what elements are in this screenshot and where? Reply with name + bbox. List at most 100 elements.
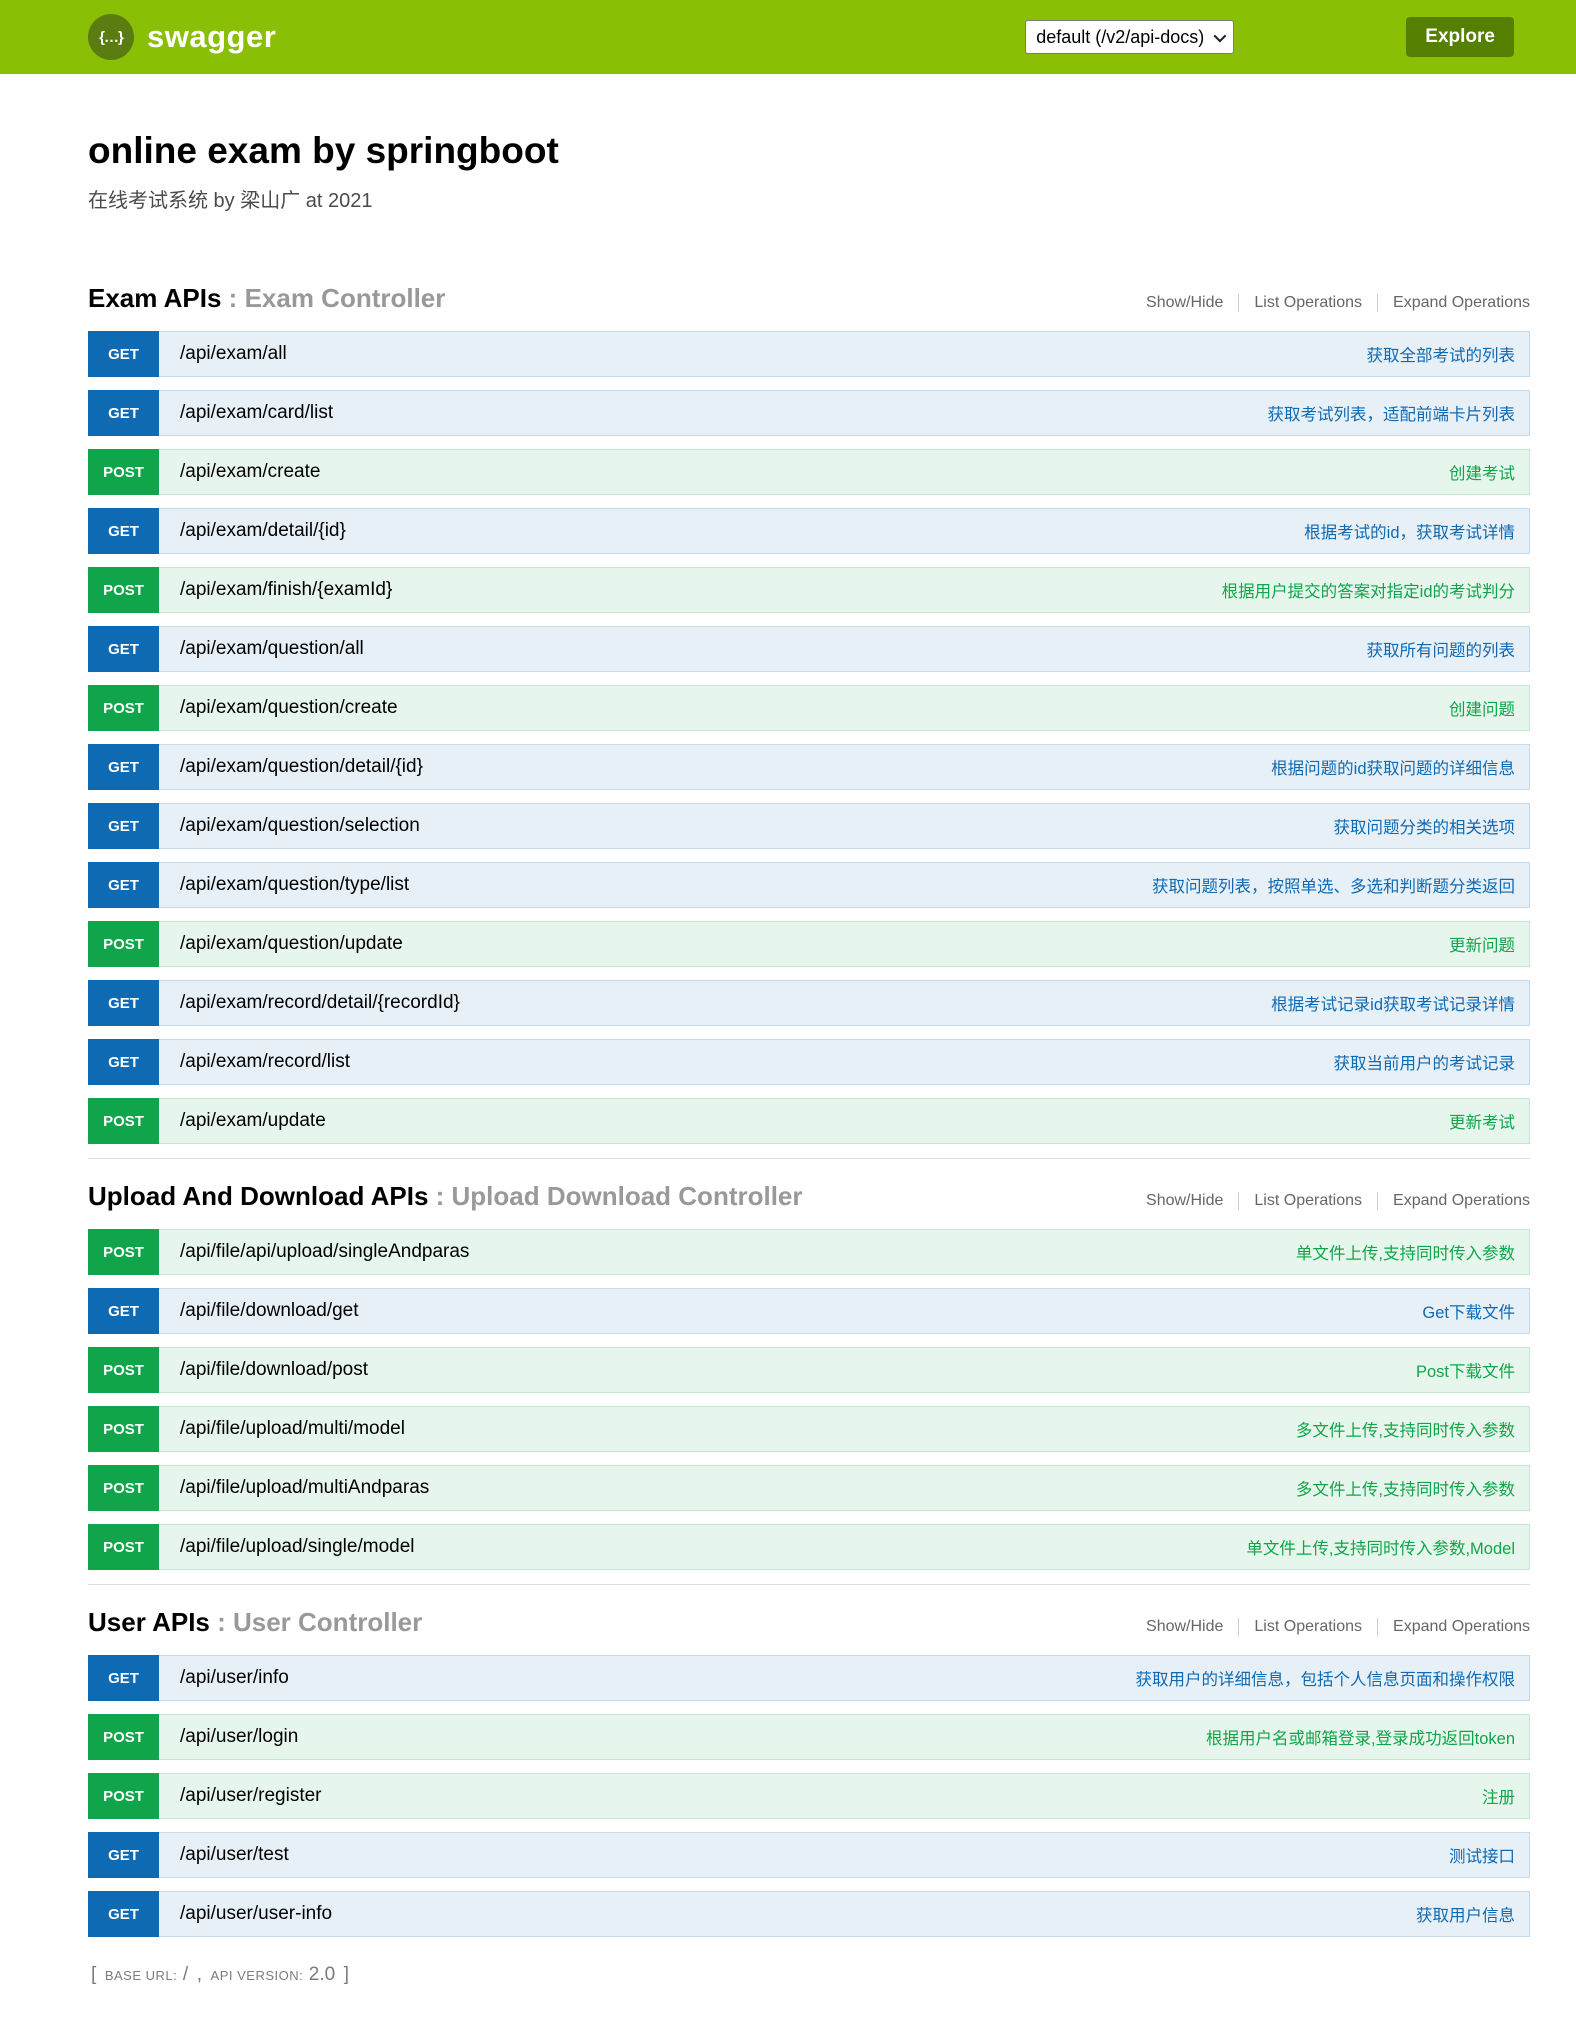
endpoint-row[interactable]: POST /api/file/api/upload/singleAndparas… <box>88 1229 1530 1275</box>
endpoint-path[interactable]: /api/exam/question/type/list <box>180 874 410 895</box>
endpoint-description[interactable]: 获取所有问题的列表 <box>1366 642 1516 660</box>
endpoint-row[interactable]: POST /api/user/register 注册 <box>88 1773 1530 1819</box>
section-control-link[interactable]: List Operations <box>1238 1192 1377 1210</box>
endpoint-description[interactable]: 测试接口 <box>1449 1848 1515 1866</box>
endpoint-description[interactable]: 创建考试 <box>1449 465 1515 483</box>
endpoint-row[interactable]: GET /api/exam/question/detail/{id} 根据问题的… <box>88 744 1530 790</box>
section-name[interactable]: User APIs <box>88 1607 210 1637</box>
endpoint-row[interactable]: POST /api/exam/create 创建考试 <box>88 449 1530 495</box>
endpoint-row[interactable]: POST /api/file/download/post Post下载文件 <box>88 1347 1530 1393</box>
endpoint-description[interactable]: 多文件上传,支持同时传入参数 <box>1295 1481 1515 1499</box>
endpoint-path[interactable]: /api/exam/all <box>180 343 287 364</box>
endpoint-row[interactable]: POST /api/file/upload/multi/model 多文件上传,… <box>88 1406 1530 1452</box>
endpoint-row[interactable]: GET /api/exam/question/type/list 获取问题列表，… <box>88 862 1530 908</box>
section-colon: : <box>428 1181 452 1211</box>
endpoint-description[interactable]: 根据用户名或邮箱登录,登录成功返回token <box>1206 1730 1515 1748</box>
endpoint-path[interactable]: /api/user/user-info <box>180 1903 333 1924</box>
endpoint-path[interactable]: /api/file/upload/single/model <box>180 1536 415 1557</box>
endpoint-path[interactable]: /api/user/test <box>180 1844 289 1865</box>
section-control-link[interactable]: Expand Operations <box>1377 1618 1530 1636</box>
endpoint-description[interactable]: 根据考试记录id获取考试记录详情 <box>1271 996 1515 1014</box>
endpoint-path[interactable]: /api/exam/update <box>180 1110 326 1131</box>
endpoint-description[interactable]: 获取问题列表，按照单选、多选和判断题分类返回 <box>1152 878 1515 896</box>
section-controls: Show/Hide List Operations Expand Operation… <box>1131 1618 1530 1636</box>
section-name[interactable]: Exam APIs <box>88 283 222 313</box>
section-control-link[interactable]: Expand Operations <box>1377 1192 1530 1210</box>
endpoint-path[interactable]: /api/exam/question/update <box>180 933 403 954</box>
endpoint-row[interactable]: GET /api/user/user-info 获取用户信息 <box>88 1891 1530 1937</box>
endpoint-row[interactable]: POST /api/exam/question/create 创建问题 <box>88 685 1530 731</box>
endpoint-row[interactable]: POST /api/exam/question/update 更新问题 <box>88 921 1530 967</box>
endpoint-row[interactable]: GET /api/user/info 获取用户的详细信息，包括个人信息页面和操作… <box>88 1655 1530 1701</box>
endpoint-description[interactable]: 获取用户信息 <box>1416 1907 1515 1925</box>
page-subtitle: 在线考试系统 by 梁山广 at 2021 <box>88 190 373 212</box>
endpoint-description[interactable]: 根据考试的id，获取考试详情 <box>1304 524 1515 542</box>
section-control-link[interactable]: Expand Operations <box>1377 294 1530 312</box>
endpoint-description[interactable]: 更新考试 <box>1449 1114 1515 1132</box>
endpoint-path[interactable]: /api/user/info <box>180 1667 289 1688</box>
endpoint-path[interactable]: /api/exam/create <box>180 461 321 482</box>
endpoint-path[interactable]: /api/exam/question/create <box>180 697 398 718</box>
method-badge: POST <box>88 1714 159 1760</box>
endpoint-path[interactable]: /api/user/register <box>180 1785 322 1806</box>
endpoint-path[interactable]: /api/exam/card/list <box>180 402 334 423</box>
endpoint-description[interactable]: 单文件上传,支持同时传入参数 <box>1295 1245 1515 1263</box>
endpoint-description[interactable]: 获取问题分类的相关选项 <box>1333 819 1516 837</box>
endpoint-row[interactable]: POST /api/exam/update 更新考试 <box>88 1098 1530 1144</box>
endpoint-path[interactable]: /api/file/download/post <box>180 1359 369 1380</box>
section-heading: Upload And Download APIs : Upload Downlo… <box>88 1181 1530 1212</box>
explore-button[interactable]: Explore <box>1406 17 1514 57</box>
endpoint-row[interactable]: GET /api/exam/record/list 获取当前用户的考试记录 <box>88 1039 1530 1085</box>
endpoint-row[interactable]: GET /api/exam/question/selection 获取问题分类的… <box>88 803 1530 849</box>
endpoint-row[interactable]: GET /api/exam/record/detail/{recordId} 根… <box>88 980 1530 1026</box>
footer-bracket-open: [ <box>91 1964 97 1985</box>
endpoint-path[interactable]: /api/exam/detail/{id} <box>180 520 346 541</box>
endpoint-path[interactable]: /api/exam/record/detail/{recordId} <box>180 992 460 1013</box>
endpoint-description[interactable]: 获取考试列表，适配前端卡片列表 <box>1267 406 1516 424</box>
endpoint-row[interactable]: GET /api/exam/card/list 获取考试列表，适配前端卡片列表 <box>88 390 1530 436</box>
method-badge: POST <box>88 1229 159 1275</box>
endpoint-row[interactable]: GET /api/user/test 测试接口 <box>88 1832 1530 1878</box>
endpoint-description[interactable]: 单文件上传,支持同时传入参数,Model <box>1246 1540 1515 1558</box>
section-control-link[interactable]: Show/Hide <box>1146 294 1224 311</box>
endpoint-description[interactable]: 创建问题 <box>1449 701 1515 719</box>
endpoint-description[interactable]: 根据问题的id获取问题的详细信息 <box>1271 760 1515 778</box>
section-control-link[interactable]: Show/Hide <box>1146 1618 1224 1635</box>
endpoint-row[interactable]: POST /api/user/login 根据用户名或邮箱登录,登录成功返回to… <box>88 1714 1530 1760</box>
endpoint-row[interactable]: GET /api/exam/question/all 获取所有问题的列表 <box>88 626 1530 672</box>
method-badge: GET <box>88 390 159 436</box>
endpoint-description[interactable]: 获取全部考试的列表 <box>1366 347 1516 365</box>
endpoint-path[interactable]: /api/exam/finish/{examId} <box>180 579 393 600</box>
section-control-link[interactable]: Show/Hide <box>1146 1192 1224 1209</box>
endpoint-row[interactable]: GET /api/file/download/get Get下载文件 <box>88 1288 1530 1334</box>
endpoint-description[interactable]: Post下载文件 <box>1415 1363 1515 1381</box>
api-selector-dropdown[interactable]: default (/v2/api-docs) <box>1025 20 1235 54</box>
endpoint-description[interactable]: 更新问题 <box>1449 937 1515 955</box>
section-control-link[interactable]: List Operations <box>1238 294 1377 312</box>
endpoint-path[interactable]: /api/user/login <box>180 1726 299 1747</box>
section-name[interactable]: Upload And Download APIs <box>88 1181 429 1211</box>
endpoint-description[interactable]: 根据用户提交的答案对指定id的考试判分 <box>1221 583 1515 601</box>
endpoint-path[interactable]: /api/exam/question/detail/{id} <box>180 756 423 777</box>
endpoint-description[interactable]: 注册 <box>1482 1789 1515 1807</box>
endpoint-row[interactable]: GET /api/exam/all 获取全部考试的列表 <box>88 331 1530 377</box>
endpoint-row[interactable]: POST /api/file/upload/single/model 单文件上传… <box>88 1524 1530 1570</box>
endpoint-description[interactable]: 获取用户的详细信息，包括个人信息页面和操作权限 <box>1135 1671 1516 1689</box>
endpoint-row[interactable]: POST /api/exam/finish/{examId} 根据用户提交的答案… <box>88 567 1530 613</box>
endpoint-path[interactable]: /api/file/api/upload/singleAndparas <box>180 1241 470 1262</box>
endpoint-description[interactable]: 多文件上传,支持同时传入参数 <box>1295 1422 1515 1440</box>
endpoint-path[interactable]: /api/file/upload/multiAndparas <box>180 1477 430 1498</box>
endpoint-row[interactable]: GET /api/exam/detail/{id} 根据考试的id，获取考试详情 <box>88 508 1530 554</box>
method-badge: POST <box>88 1406 159 1452</box>
endpoint-description[interactable]: 获取当前用户的考试记录 <box>1333 1055 1516 1073</box>
swagger-logo[interactable]: {…} swagger <box>88 14 276 60</box>
endpoint-row[interactable]: POST /api/file/upload/multiAndparas 多文件上… <box>88 1465 1530 1511</box>
endpoint-path[interactable]: /api/exam/record/list <box>180 1051 351 1072</box>
section-title: User APIs : User Controller <box>88 1607 422 1638</box>
endpoint-description[interactable]: Get下载文件 <box>1422 1304 1515 1322</box>
endpoint-path[interactable]: /api/exam/question/selection <box>180 815 420 836</box>
endpoint-path[interactable]: /api/file/download/get <box>180 1300 359 1321</box>
endpoint-path[interactable]: /api/file/upload/multi/model <box>180 1418 405 1439</box>
section-control-link[interactable]: List Operations <box>1238 1618 1377 1636</box>
endpoint-path[interactable]: /api/exam/question/all <box>180 638 364 659</box>
